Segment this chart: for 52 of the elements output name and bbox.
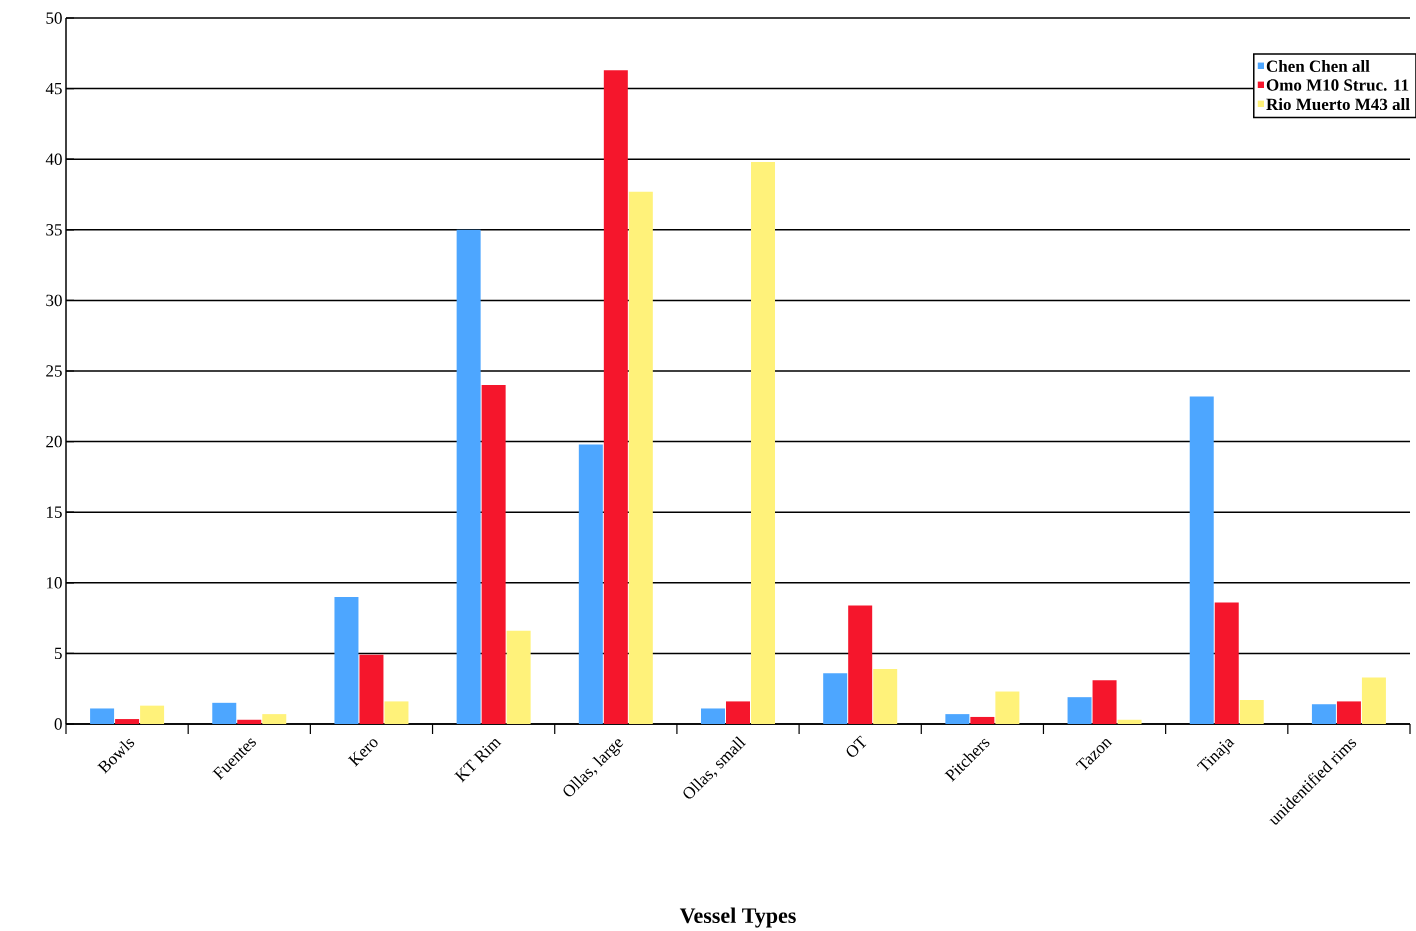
y-tick-label: 25 (46, 365, 62, 377)
bar (578, 444, 603, 724)
x-tick-label: Kero (347, 739, 378, 767)
bar (873, 668, 898, 724)
y-tick-label: 35 (46, 224, 62, 236)
bar (603, 70, 628, 724)
bar (1336, 701, 1361, 724)
bar (1092, 680, 1117, 724)
bar (970, 716, 995, 724)
bar (628, 191, 653, 724)
bar (726, 701, 751, 724)
y-tick-label: 15 (46, 506, 62, 518)
bar (1239, 700, 1264, 724)
y-tick-label: 0 (54, 718, 62, 730)
y-tick-label: 5 (54, 647, 62, 660)
bar (823, 673, 848, 724)
bar (506, 630, 531, 724)
y-tick-label: 50 (46, 12, 62, 24)
y-tick-label: 40 (45, 153, 62, 165)
bar (1361, 677, 1386, 724)
legend-label: Omo M10 Struc. 11 (1266, 79, 1409, 91)
legend-label: Rio Muerto M43 all (1266, 98, 1410, 111)
bar (140, 705, 165, 724)
bar (1117, 719, 1142, 724)
bar (90, 708, 115, 724)
y-tick-label: 45 (45, 82, 62, 95)
bar (456, 229, 481, 724)
bar (751, 162, 776, 724)
legend-label: Chen Chen all (1266, 60, 1370, 73)
bar (995, 691, 1020, 724)
bar (334, 596, 359, 724)
bar (848, 605, 873, 724)
x-tick-label: Ollas, large (563, 739, 624, 797)
x-axis-title: Vessel Types (679, 907, 796, 928)
bar (212, 702, 237, 724)
bar (1189, 396, 1214, 724)
x-tick-label: OT (846, 735, 867, 757)
bar (359, 654, 384, 724)
bar (945, 714, 970, 724)
bar (481, 385, 506, 724)
x-tick-label: KT Rim (454, 739, 502, 783)
bar (384, 701, 409, 724)
bar (262, 714, 287, 724)
bar (1214, 602, 1239, 724)
y-tick-label: 20 (46, 435, 62, 448)
y-tick-label: 10 (46, 577, 62, 589)
bar (1311, 704, 1336, 724)
bar (701, 708, 725, 724)
bar (237, 719, 262, 724)
bar (1067, 697, 1092, 724)
bar (115, 719, 140, 724)
y-tick-label: 30 (46, 294, 62, 307)
